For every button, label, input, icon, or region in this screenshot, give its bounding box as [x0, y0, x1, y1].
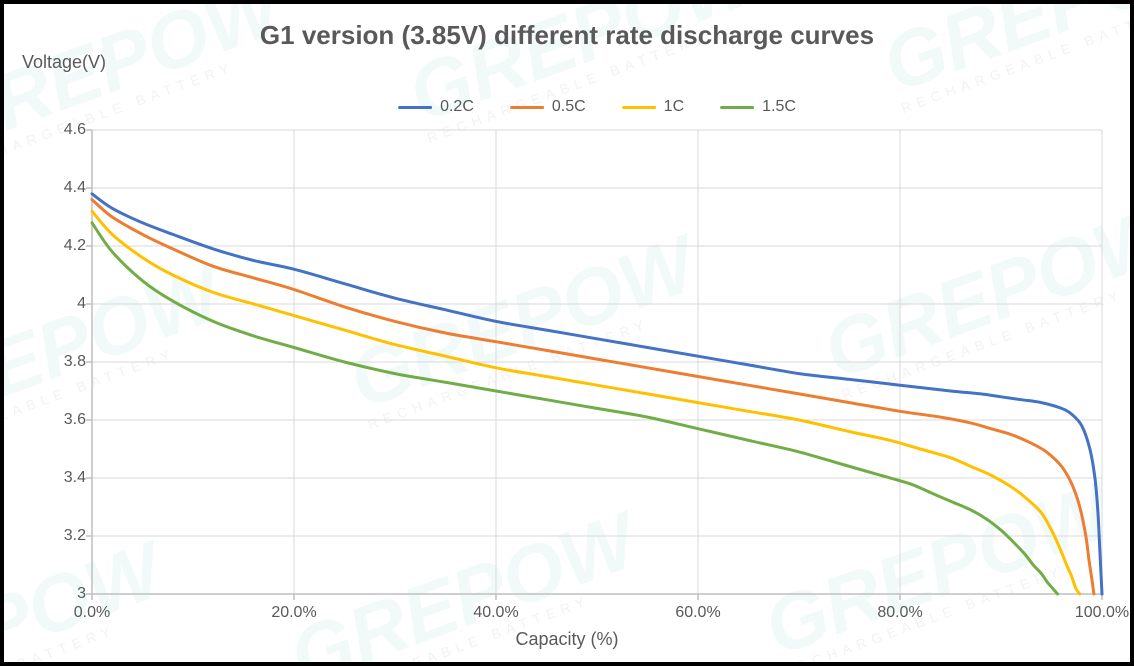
chart-title: G1 version (3.85V) different rate discha… [4, 20, 1130, 51]
x-axis-label: Capacity (%) [4, 629, 1130, 650]
legend-swatch [510, 106, 544, 109]
y-tick-label: 4 [32, 295, 86, 313]
y-tick-label: 4.4 [32, 179, 86, 197]
y-tick-label: 3.6 [32, 411, 86, 429]
y-axis-label: Voltage(V) [22, 52, 106, 73]
legend-label: 0.5C [552, 98, 586, 116]
chart-frame: GREPOW RECHARGEABLE BATTERY G1 version (… [0, 0, 1134, 666]
y-tick-label: 3.4 [32, 469, 86, 487]
plot-area: 33.23.43.63.844.24.44.6 0.0%20.0%40.0%60… [92, 94, 1102, 594]
series-0.2C [92, 194, 1102, 594]
legend-swatch [398, 106, 432, 109]
y-tick-label: 3 [32, 585, 86, 603]
legend-item-1.5C: 1.5C [720, 98, 796, 116]
x-tick-label: 60.0% [675, 604, 720, 622]
x-tick-label: 0.0% [74, 604, 110, 622]
legend-item-1C: 1C [622, 98, 684, 116]
series-1C [92, 211, 1080, 594]
plot-svg [92, 94, 1102, 594]
legend-label: 1.5C [762, 98, 796, 116]
legend-item-0.5C: 0.5C [510, 98, 586, 116]
legend-swatch [720, 106, 754, 109]
legend-item-0.2C: 0.2C [398, 98, 474, 116]
y-tick-label: 4.2 [32, 237, 86, 255]
legend-label: 1C [664, 98, 684, 116]
x-tick-label: 40.0% [473, 604, 518, 622]
x-tick-label: 100.0% [1075, 604, 1129, 622]
x-tick-label: 80.0% [877, 604, 922, 622]
legend-swatch [622, 106, 656, 109]
chart-legend: 0.2C 0.5C 1C 1.5C [398, 98, 796, 116]
y-tick-label: 3.8 [32, 353, 86, 371]
x-tick-label: 20.0% [271, 604, 316, 622]
y-tick-label: 3.2 [32, 527, 86, 545]
legend-label: 0.2C [440, 98, 474, 116]
y-tick-label: 4.6 [32, 121, 86, 139]
series-1.5C [92, 223, 1058, 594]
